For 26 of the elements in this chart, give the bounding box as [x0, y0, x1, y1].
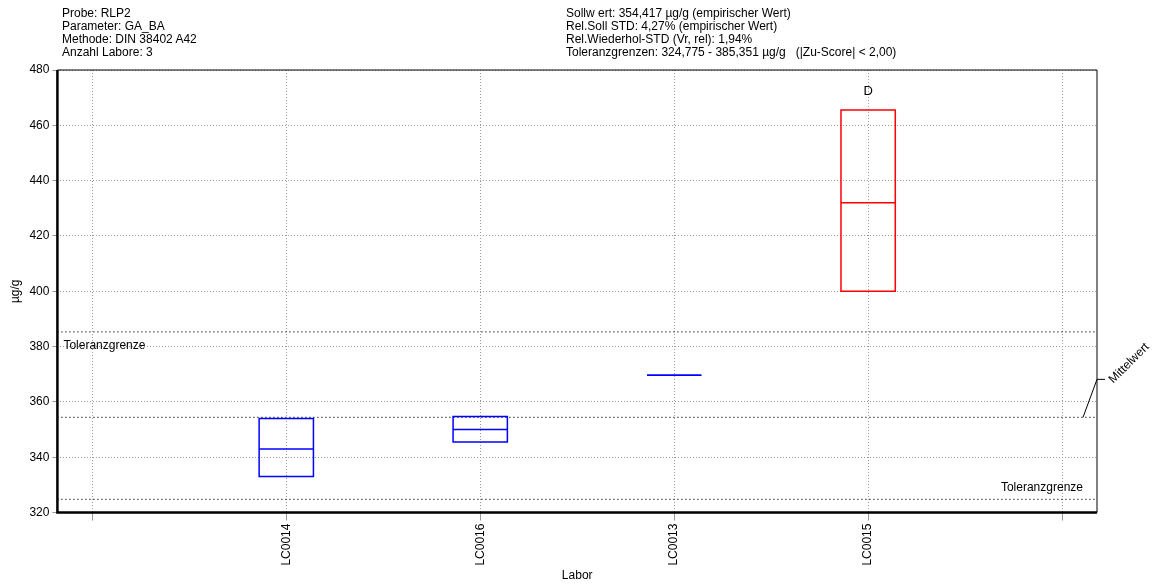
text: Rel.Soll STD: 4,27% (empirischer Wert) — [566, 19, 778, 34]
y-tick-label: 340 — [29, 449, 50, 464]
x-tick-label: LC0015 — [860, 523, 875, 566]
x-tick-label: LC0013 — [666, 523, 681, 566]
y-tick-label: 420 — [29, 228, 50, 243]
text: Anzahl Labore: 3 — [62, 45, 154, 60]
y-tick-label: 320 — [29, 504, 50, 519]
y-tick-label: 480 — [29, 62, 50, 77]
x-tick-label: LC0014 — [278, 523, 293, 566]
y-tick-label: 400 — [29, 283, 50, 298]
text: Methode: DIN 38402 A42 — [62, 32, 198, 47]
ref-line-label: Toleranzgrenze — [1000, 479, 1084, 494]
text: Rel.Wiederhol-STD (Vr, rel): 1,94% — [566, 32, 753, 47]
annotation: D — [863, 83, 873, 99]
y-tick-label: 440 — [29, 172, 50, 187]
text: Sollw ert: 354,417 µg/g (empirischer Wert) — [566, 6, 791, 21]
y-tick-label: 380 — [29, 338, 50, 353]
y-axis-title: µg/g — [7, 279, 22, 304]
text: Toleranzgrenzen: 324,775 - 385,351 µg/g (|Zu-Score| < 2,00) — [566, 45, 897, 60]
text: Parameter: GA_BA — [62, 19, 165, 34]
ref-line-label: Toleranzgrenze — [63, 338, 146, 353]
x-tick-label: LC0016 — [472, 523, 487, 566]
text: Probe: RLP2 — [62, 6, 132, 21]
y-tick-label: 360 — [29, 394, 50, 409]
x-axis-title: Labor — [561, 568, 593, 583]
y-tick-label: 460 — [29, 117, 50, 132]
